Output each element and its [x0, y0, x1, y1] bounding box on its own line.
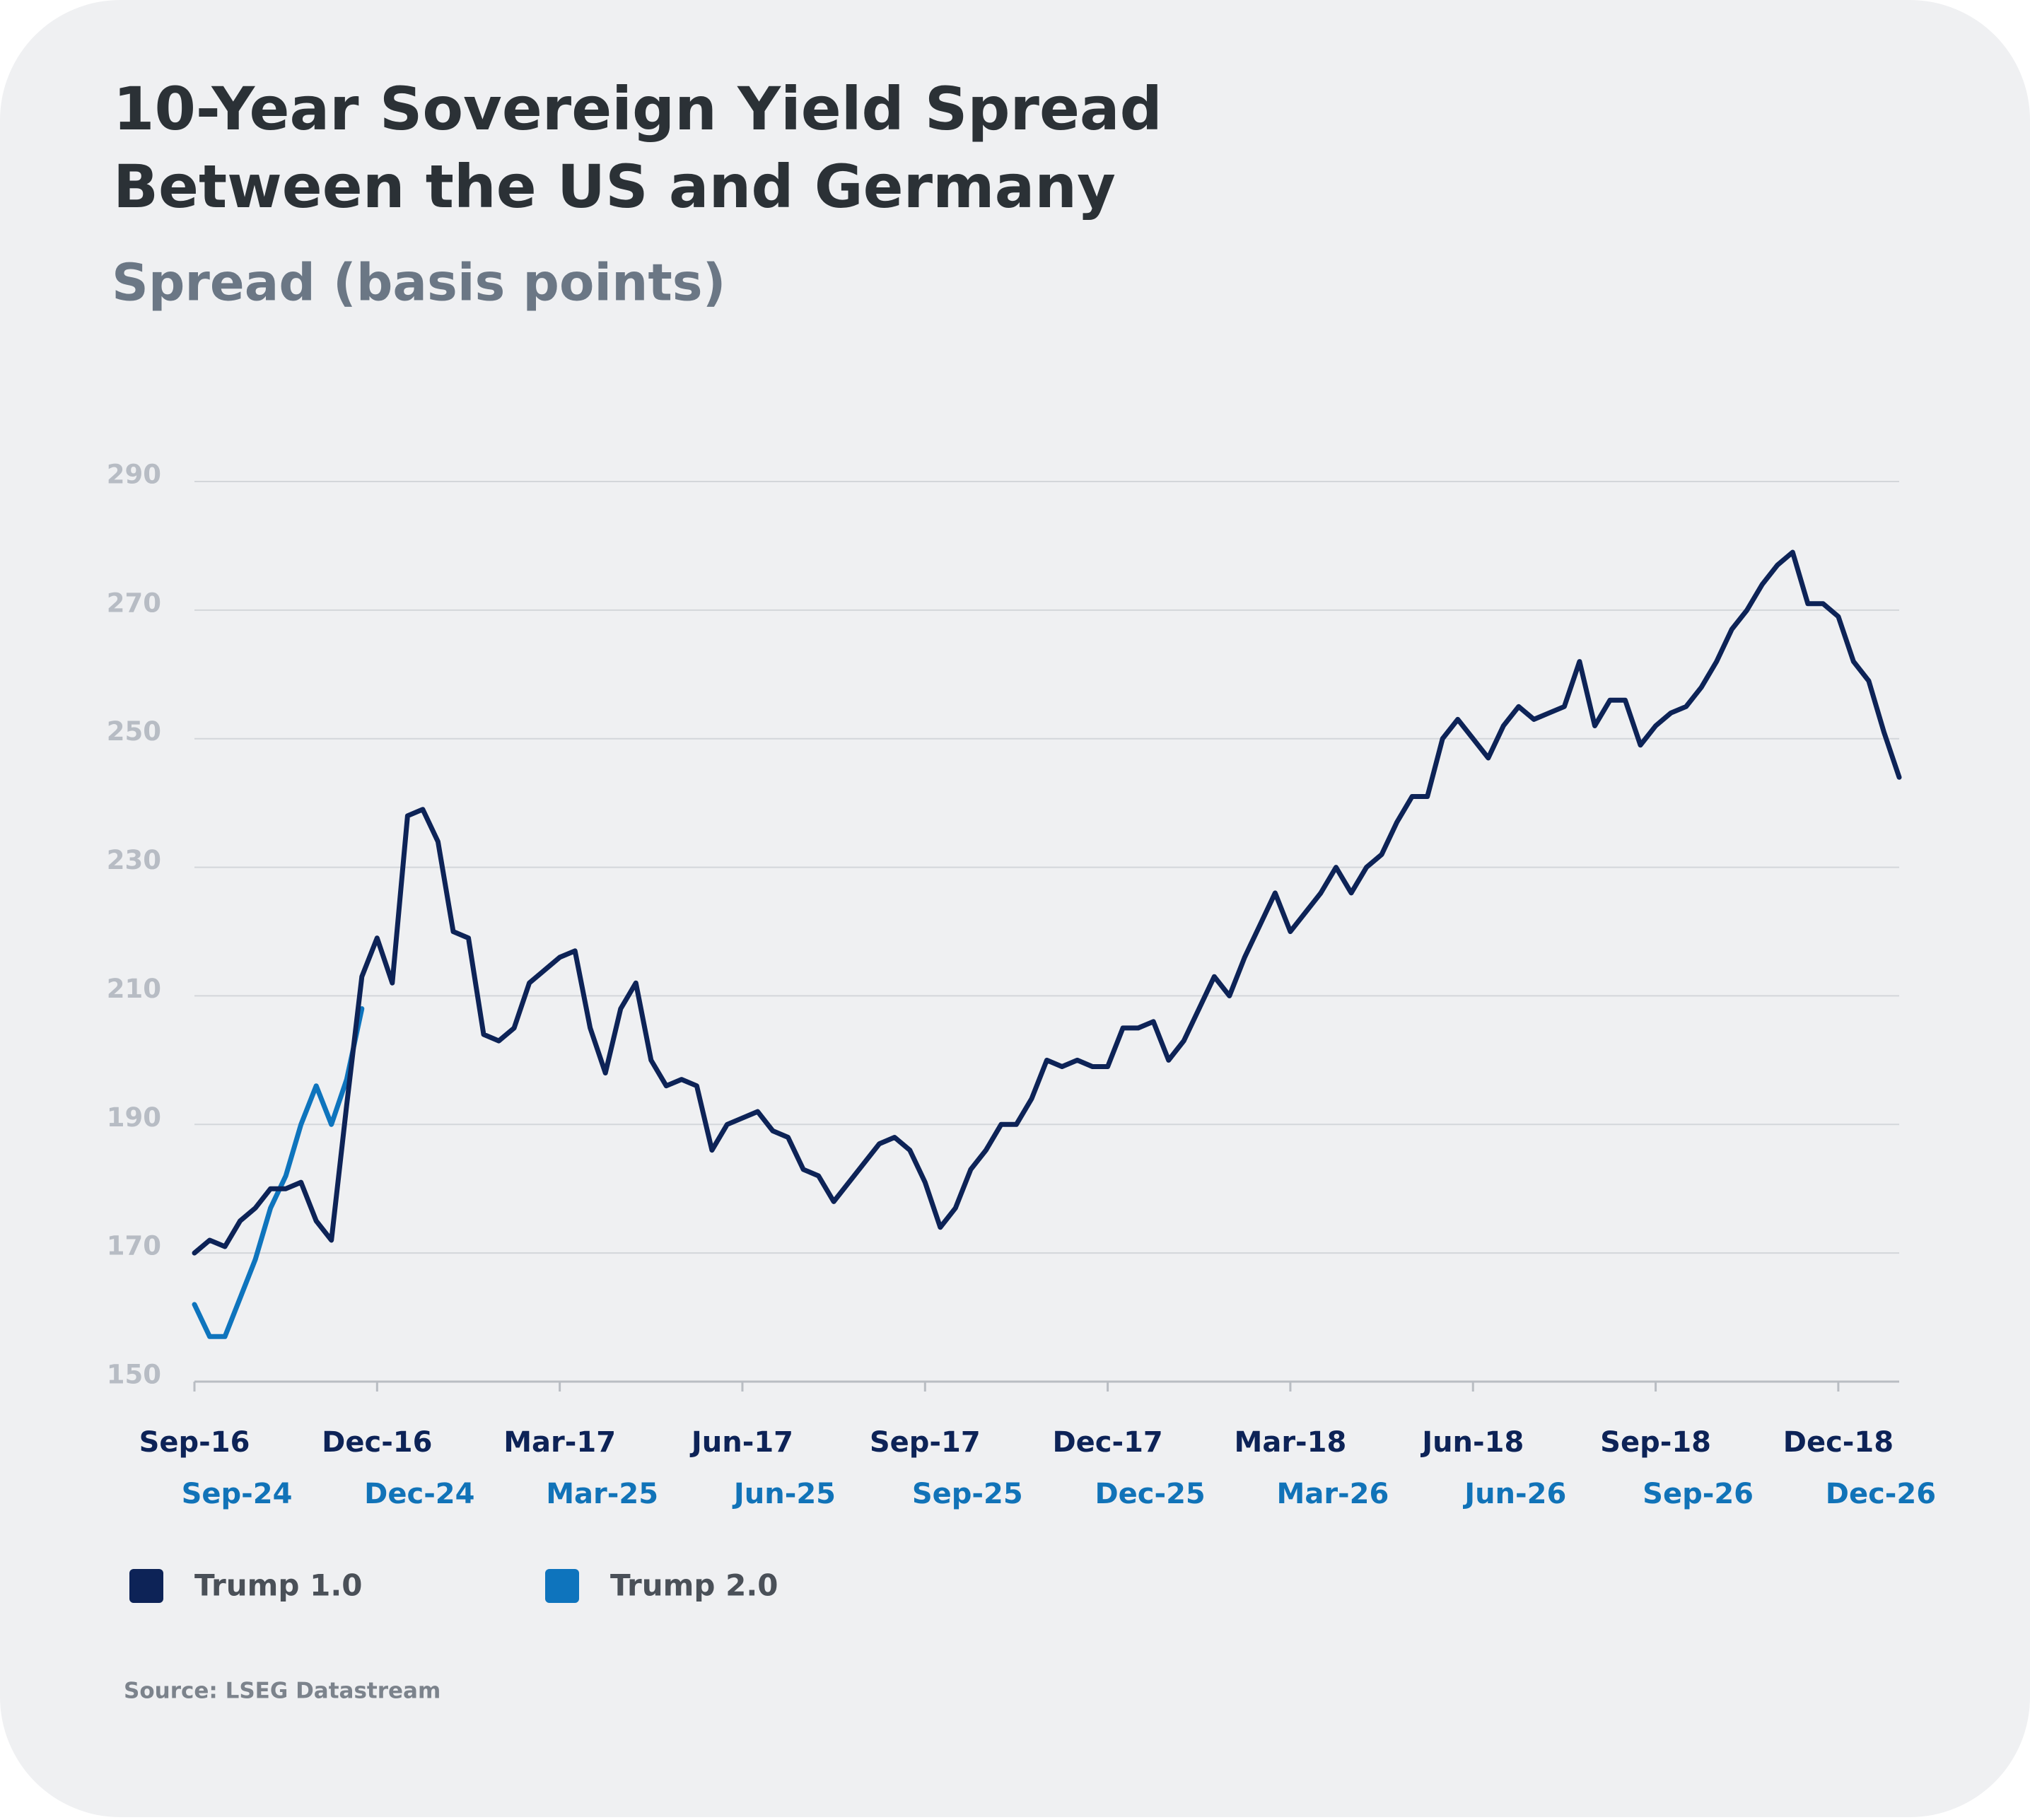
source: Source: LSEG Datastream	[124, 1679, 441, 1704]
y-tick-label: 210	[107, 974, 161, 1004]
x-tick-label-2: Sep-25	[912, 1478, 1023, 1510]
x-tick-label: Dec-18	[1783, 1426, 1894, 1459]
y-tick-label: 230	[107, 845, 161, 875]
x-tick-label-2: Jun-26	[1462, 1478, 1566, 1510]
x-tick-label: Sep-18	[1600, 1426, 1711, 1459]
y-tick-label: 290	[107, 460, 161, 490]
x-tick-label: Sep-17	[870, 1426, 981, 1459]
y-tick-label: 150	[107, 1360, 161, 1390]
y-tick-label: 250	[107, 716, 161, 747]
x-tick-label-2: Mar-26	[1277, 1478, 1389, 1510]
y-tick-label: 170	[107, 1231, 161, 1261]
legend-label: Trump 1.0	[194, 1568, 363, 1603]
x-tick-label-2: Dec-24	[364, 1478, 474, 1510]
x-tick-label-2: Jun-25	[732, 1478, 836, 1510]
chart-subtitle: Spread (basis points)	[112, 253, 726, 313]
x-tick-label: Jun-18	[1420, 1426, 1524, 1459]
x-tick-label: Mar-17	[503, 1426, 616, 1459]
y-tick-label: 270	[107, 588, 161, 618]
x-tick-label-2: Dec-25	[1095, 1478, 1205, 1510]
x-tick-label: Dec-16	[322, 1426, 432, 1459]
x-tick-label: Mar-18	[1235, 1426, 1347, 1459]
legend-label: Trump 2.0	[610, 1568, 778, 1603]
x-tick-label: Jun-17	[689, 1426, 793, 1459]
x-tick-label: Sep-16	[139, 1426, 250, 1459]
legend-swatch	[129, 1569, 163, 1603]
chart-title: Between the US and Germany	[113, 152, 1116, 221]
y-tick-label: 190	[107, 1102, 161, 1133]
x-tick-label-2: Dec-26	[1826, 1478, 1936, 1510]
series-line	[192, 1006, 365, 1339]
chart-title: 10-Year Sovereign Yield Spread	[113, 74, 1162, 144]
legend-swatch	[545, 1569, 579, 1603]
x-tick-label: Dec-17	[1052, 1426, 1162, 1459]
x-tick-label-2: Sep-26	[1643, 1478, 1754, 1510]
x-tick-label-2: Sep-24	[182, 1478, 293, 1510]
x-tick-label-2: Mar-25	[546, 1478, 658, 1510]
series-line	[192, 549, 1902, 1256]
